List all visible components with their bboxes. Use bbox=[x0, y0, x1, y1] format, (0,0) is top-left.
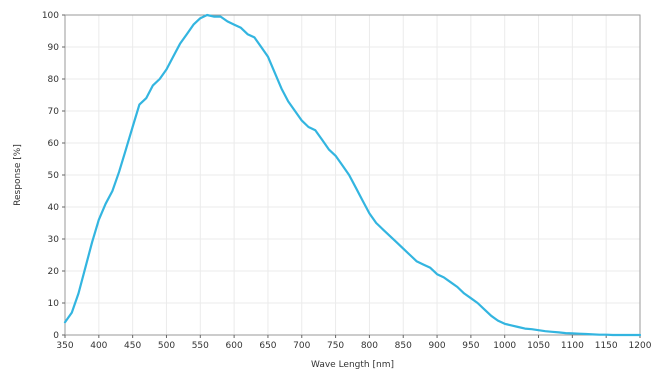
y-tick-label: 0 bbox=[53, 331, 59, 341]
y-tick-label: 50 bbox=[48, 171, 60, 181]
y-axis-label: Response [%] bbox=[13, 144, 23, 206]
x-tick-label: 700 bbox=[293, 341, 310, 351]
x-tick-label: 1000 bbox=[493, 341, 516, 351]
response-curve bbox=[63, 13, 642, 337]
grid bbox=[65, 15, 640, 335]
x-tick-label: 550 bbox=[192, 341, 209, 351]
y-tick-label: 20 bbox=[48, 267, 60, 277]
y-tick-label: 40 bbox=[48, 203, 60, 213]
y-tick-label: 60 bbox=[48, 139, 60, 149]
x-tick-label: 1050 bbox=[527, 341, 550, 351]
x-tick-label: 350 bbox=[56, 341, 73, 351]
y-tick-label: 90 bbox=[48, 43, 60, 53]
y-tick-label: 100 bbox=[42, 11, 59, 21]
x-tick-label: 750 bbox=[327, 341, 344, 351]
x-tick-label: 1150 bbox=[595, 341, 618, 351]
x-tick-label: 400 bbox=[90, 341, 107, 351]
y-tick-label: 80 bbox=[48, 75, 60, 85]
x-tick-label: 950 bbox=[462, 341, 479, 351]
x-axis-tick-labels: 350 400 450 500 550 600 650 700 750 800 850 900 950 1… bbox=[56, 341, 651, 351]
x-tick-label: 1200 bbox=[629, 341, 652, 351]
x-tick-label: 900 bbox=[428, 341, 445, 351]
x-tick-label: 800 bbox=[361, 341, 378, 351]
x-tick-label: 650 bbox=[259, 341, 276, 351]
y-tick-label: 70 bbox=[48, 107, 60, 117]
axis-ticks bbox=[62, 14, 641, 338]
y-tick-label: 10 bbox=[48, 299, 60, 309]
x-tick-label: 1100 bbox=[561, 341, 584, 351]
x-tick-label: 600 bbox=[226, 341, 243, 351]
x-tick-label: 850 bbox=[395, 341, 412, 351]
x-tick-label: 500 bbox=[158, 341, 175, 351]
x-axis-label: Wave Length [nm] bbox=[311, 360, 394, 370]
y-axis-tick-labels: 0 10 20 30 40 50 60 70 80 90 100 bbox=[42, 11, 59, 341]
y-tick-label: 30 bbox=[48, 235, 60, 245]
x-tick-label: 450 bbox=[124, 341, 141, 351]
